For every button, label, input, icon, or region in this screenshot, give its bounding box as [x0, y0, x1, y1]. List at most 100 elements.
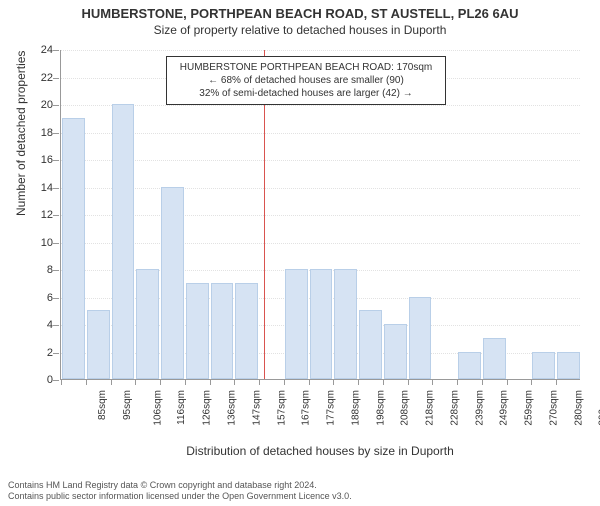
- gridline: [61, 133, 580, 134]
- y-tick: [53, 298, 59, 299]
- x-tick: [86, 379, 87, 385]
- y-tick: [53, 160, 59, 161]
- x-tick-label: 126sqm: [202, 390, 213, 426]
- histogram-bar: [557, 352, 580, 380]
- histogram-bar: [87, 310, 110, 379]
- histogram-bar: [136, 269, 159, 379]
- histogram-bar: [161, 187, 184, 380]
- x-tick-label: 249sqm: [499, 390, 510, 426]
- x-tick: [210, 379, 211, 385]
- histogram-bar: [112, 104, 135, 379]
- y-tick-label: 6: [27, 292, 53, 304]
- y-tick-label: 12: [27, 209, 53, 221]
- y-tick: [53, 78, 59, 79]
- y-tick-label: 20: [27, 99, 53, 111]
- gridline: [61, 215, 580, 216]
- x-tick-label: 106sqm: [152, 390, 163, 426]
- x-tick: [185, 379, 186, 385]
- histogram-bar: [211, 283, 234, 379]
- histogram-bar: [409, 297, 432, 380]
- x-tick: [284, 379, 285, 385]
- y-tick: [53, 50, 59, 51]
- y-tick-label: 22: [27, 72, 53, 84]
- histogram-bar: [483, 338, 506, 379]
- x-tick: [358, 379, 359, 385]
- gridline: [61, 105, 580, 106]
- y-tick: [53, 188, 59, 189]
- y-tick-label: 0: [27, 374, 53, 386]
- x-tick: [531, 379, 532, 385]
- x-tick: [135, 379, 136, 385]
- x-tick-label: 116sqm: [176, 390, 187, 425]
- x-tick-label: 198sqm: [375, 390, 386, 426]
- x-tick-label: 228sqm: [449, 390, 460, 426]
- histogram-bar: [359, 310, 382, 379]
- histogram-bar: [285, 269, 308, 379]
- x-tick: [383, 379, 384, 385]
- histogram-bar: [310, 269, 333, 379]
- x-tick: [507, 379, 508, 385]
- x-tick: [234, 379, 235, 385]
- histogram-bar: [384, 324, 407, 379]
- x-tick-label: 270sqm: [548, 390, 559, 426]
- histogram-bar: [235, 283, 258, 379]
- x-tick-label: 259sqm: [524, 390, 535, 426]
- annotation-line: 32% of semi-detached houses are larger (…: [173, 87, 439, 100]
- x-tick: [259, 379, 260, 385]
- x-tick: [160, 379, 161, 385]
- y-tick: [53, 243, 59, 244]
- x-tick: [61, 379, 62, 385]
- page-subtitle: Size of property relative to detached ho…: [0, 23, 600, 37]
- gridline: [61, 188, 580, 189]
- x-tick: [556, 379, 557, 385]
- page-title: HUMBERSTONE, PORTHPEAN BEACH ROAD, ST AU…: [0, 6, 600, 21]
- x-tick-label: 167sqm: [301, 390, 312, 426]
- x-tick-label: 157sqm: [276, 390, 287, 426]
- y-tick: [53, 325, 59, 326]
- histogram-bar: [62, 118, 85, 379]
- x-tick: [482, 379, 483, 385]
- y-tick-label: 2: [27, 347, 53, 359]
- x-tick: [457, 379, 458, 385]
- y-tick-label: 4: [27, 319, 53, 331]
- plot-area: 02468101214161820222485sqm95sqm106sqm116…: [60, 50, 580, 380]
- x-tick: [333, 379, 334, 385]
- x-tick-label: 85sqm: [97, 390, 108, 420]
- gridline: [61, 160, 580, 161]
- x-tick-label: 177sqm: [326, 390, 337, 426]
- x-tick-label: 147sqm: [251, 390, 262, 426]
- y-tick-label: 16: [27, 154, 53, 166]
- x-tick: [111, 379, 112, 385]
- x-tick-label: 239sqm: [474, 390, 485, 426]
- x-tick-label: 95sqm: [122, 390, 133, 420]
- y-tick-label: 14: [27, 182, 53, 194]
- y-tick-label: 8: [27, 264, 53, 276]
- annotation-box: HUMBERSTONE PORTHPEAN BEACH ROAD: 170sqm…: [166, 56, 446, 105]
- x-axis-label: Distribution of detached houses by size …: [60, 444, 580, 458]
- y-tick-label: 18: [27, 127, 53, 139]
- gridline: [61, 50, 580, 51]
- x-tick: [309, 379, 310, 385]
- x-tick: [408, 379, 409, 385]
- histogram-bar: [458, 352, 481, 380]
- x-tick-label: 280sqm: [573, 390, 584, 426]
- x-tick: [432, 379, 433, 385]
- x-tick-label: 208sqm: [400, 390, 411, 426]
- annotation-line: ← 68% of detached houses are smaller (90…: [173, 74, 439, 87]
- histogram-bar: [186, 283, 209, 379]
- y-axis-label: Number of detached properties: [14, 51, 28, 216]
- x-tick-label: 136sqm: [227, 390, 238, 426]
- attribution-footer: Contains HM Land Registry data © Crown c…: [8, 480, 352, 503]
- y-tick: [53, 133, 59, 134]
- chart-container: 02468101214161820222485sqm95sqm106sqm116…: [60, 50, 580, 420]
- footer-line: Contains public sector information licen…: [8, 491, 352, 502]
- footer-line: Contains HM Land Registry data © Crown c…: [8, 480, 352, 491]
- y-tick-label: 10: [27, 237, 53, 249]
- y-tick: [53, 270, 59, 271]
- annotation-line: HUMBERSTONE PORTHPEAN BEACH ROAD: 170sqm: [173, 61, 439, 74]
- gridline: [61, 243, 580, 244]
- histogram-bar: [334, 269, 357, 379]
- y-tick-label: 24: [27, 44, 53, 56]
- y-tick: [53, 353, 59, 354]
- y-tick: [53, 380, 59, 381]
